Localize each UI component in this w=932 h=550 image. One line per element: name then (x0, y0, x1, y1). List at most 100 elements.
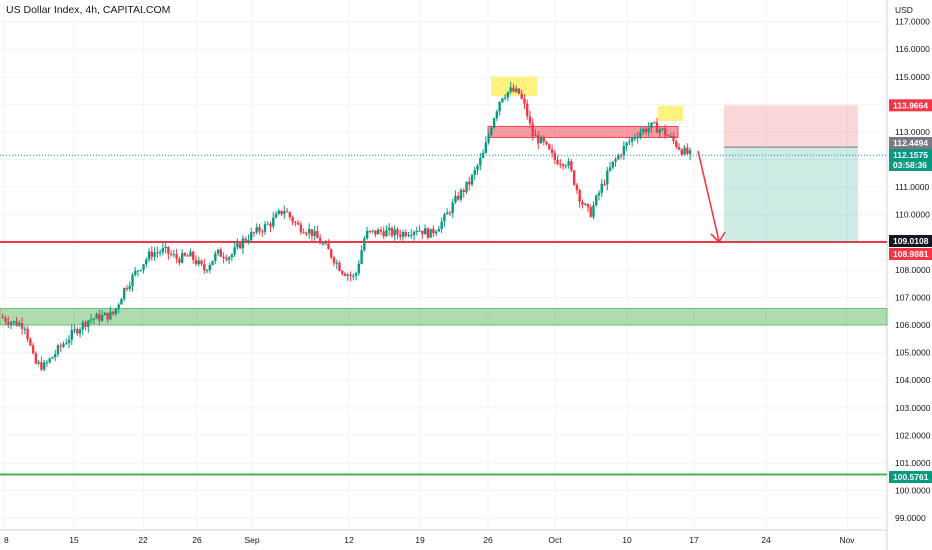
candle (261, 229, 264, 237)
candle (26, 326, 29, 343)
candle-body (534, 135, 537, 137)
candle-body (338, 262, 341, 271)
y-tick-label: 105.0000 (895, 348, 931, 358)
candle-body (241, 238, 245, 249)
candle-body (56, 345, 60, 355)
candle-body (487, 135, 490, 143)
candle (288, 211, 292, 220)
candle (650, 122, 653, 134)
candle-body (316, 231, 319, 239)
candle (73, 325, 76, 334)
candle-body (426, 228, 430, 238)
candle (479, 153, 482, 171)
price-tag (889, 149, 932, 171)
candle (520, 89, 523, 100)
candle (371, 229, 374, 234)
candle (54, 349, 57, 362)
candle-body (23, 328, 27, 330)
candle (647, 122, 650, 137)
candle (653, 121, 656, 124)
candle-body (139, 269, 142, 271)
candle-body (158, 252, 162, 254)
candle (222, 252, 225, 264)
candle-body (595, 195, 598, 206)
candle (415, 226, 419, 236)
price-tag-label: 109.0108 (893, 236, 929, 246)
x-tick-label: 10 (622, 535, 632, 545)
candle-body (641, 128, 645, 133)
price-tag (889, 248, 932, 260)
candle (426, 227, 430, 240)
candle-body (81, 322, 85, 330)
price-tag (889, 235, 932, 247)
candle (51, 356, 54, 359)
candle-body (258, 227, 261, 232)
candle-body (506, 91, 510, 98)
candle (429, 228, 432, 238)
candle-body (128, 285, 131, 289)
candle (517, 88, 521, 95)
candle-body (561, 164, 565, 167)
candle-body (244, 238, 247, 241)
candle (597, 190, 601, 201)
candle (622, 141, 626, 160)
candle-body (37, 362, 40, 364)
candle (203, 258, 206, 274)
candle (29, 337, 32, 347)
candle (636, 132, 639, 144)
candle-body (421, 230, 424, 235)
peak-highlight (658, 105, 683, 121)
candle (603, 179, 606, 187)
candle (7, 316, 10, 329)
candle (76, 327, 79, 336)
candle-body (661, 128, 664, 130)
candle-body (117, 304, 120, 309)
candle (633, 133, 637, 142)
candle (393, 225, 396, 241)
candle-body (145, 259, 148, 265)
candle-body (266, 223, 269, 225)
candle-body (462, 190, 465, 192)
candle (294, 220, 297, 227)
candle-body (255, 227, 258, 233)
candle (186, 253, 189, 257)
price-tag-label: 113.9664 (893, 100, 928, 110)
candle (65, 338, 68, 345)
candle-body (481, 152, 485, 159)
candle-body (371, 230, 374, 232)
candle-body (672, 136, 675, 142)
candle-body (443, 214, 446, 222)
candle-body (76, 329, 79, 334)
price-tag-label: 112.4494 (893, 138, 928, 148)
candle-body (603, 183, 606, 185)
candle-body (305, 233, 308, 235)
candle-body (106, 312, 109, 320)
candle-body (465, 181, 468, 192)
candle-body (374, 230, 377, 235)
candle-body (548, 144, 551, 150)
candle-body (183, 253, 187, 256)
candle-body (683, 147, 686, 155)
candle (539, 135, 543, 144)
candle-body (509, 87, 512, 92)
candle-body (45, 362, 49, 364)
candle-body (332, 257, 336, 264)
y-tick-label: 117.0000 (895, 17, 930, 27)
candle (95, 312, 98, 319)
candle-body (203, 264, 206, 271)
candle (418, 225, 421, 232)
candle (399, 229, 402, 241)
candle-body (454, 195, 457, 203)
candle (89, 314, 93, 324)
candle (559, 159, 562, 169)
candle (410, 229, 413, 239)
candle (4, 315, 7, 325)
candle-body (302, 232, 305, 234)
candle (106, 312, 109, 323)
candle-body (528, 116, 532, 124)
candle-body (288, 212, 292, 218)
candle-body (252, 232, 256, 234)
candle (476, 163, 479, 175)
candle-body (40, 362, 43, 370)
